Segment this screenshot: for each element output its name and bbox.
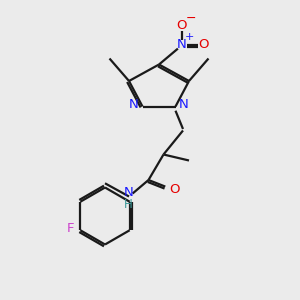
Text: N: N (179, 98, 189, 112)
Text: O: O (176, 19, 187, 32)
Text: O: O (170, 183, 180, 196)
Text: +: + (185, 32, 195, 42)
Text: O: O (198, 38, 208, 52)
Text: F: F (67, 222, 74, 235)
Text: N: N (177, 38, 186, 52)
Text: N: N (129, 98, 139, 112)
Text: N: N (124, 186, 133, 200)
Text: H: H (124, 198, 133, 212)
Text: −: − (185, 11, 196, 25)
